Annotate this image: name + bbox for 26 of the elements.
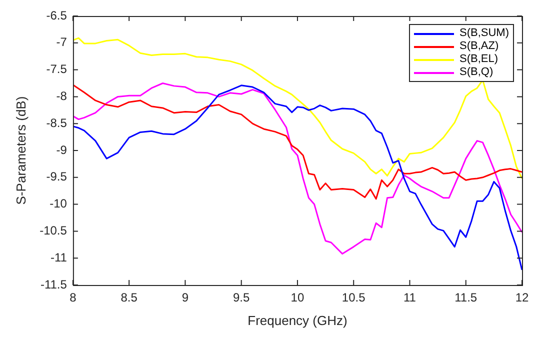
legend-label: S(B,SUM) bbox=[460, 27, 509, 40]
y-tick-label: -7 bbox=[56, 35, 68, 50]
y-tick-label: -8 bbox=[56, 89, 68, 104]
x-tick-label: 8 bbox=[70, 290, 77, 305]
x-tick-label: 9.5 bbox=[233, 290, 250, 305]
y-tick-label: -9.5 bbox=[46, 170, 68, 184]
legend-label: S(B,Q) bbox=[460, 66, 494, 79]
y-tick-label: -11.5 bbox=[40, 277, 68, 292]
legend-label: S(B,EL) bbox=[460, 53, 498, 66]
y-tick-label: -7.5 bbox=[46, 62, 68, 76]
x-tick-label: 11.5 bbox=[454, 290, 478, 305]
y-tick-label: -10 bbox=[50, 196, 68, 211]
x-axis-title: Frequency (GHz) bbox=[248, 312, 348, 328]
y-tick-label: -11 bbox=[50, 250, 68, 264]
x-tick-label: 12 bbox=[515, 290, 529, 305]
x-tick-label: 11 bbox=[404, 290, 416, 305]
x-tick-label: 8.5 bbox=[120, 290, 138, 305]
x-tick-label: 9 bbox=[182, 290, 189, 305]
y-tick-label: -8.5 bbox=[46, 116, 68, 130]
x-tick-label: 10.5 bbox=[342, 290, 366, 305]
y-tick-label: -10.5 bbox=[40, 224, 68, 238]
y-axis-title: S-Parameters (dB) bbox=[13, 96, 28, 205]
y-tick-label: -9 bbox=[56, 142, 68, 157]
y-tick-label: -6.5 bbox=[46, 8, 68, 22]
x-tick-label: 10 bbox=[290, 290, 304, 305]
legend-label: S(B,AZ) bbox=[460, 40, 499, 53]
